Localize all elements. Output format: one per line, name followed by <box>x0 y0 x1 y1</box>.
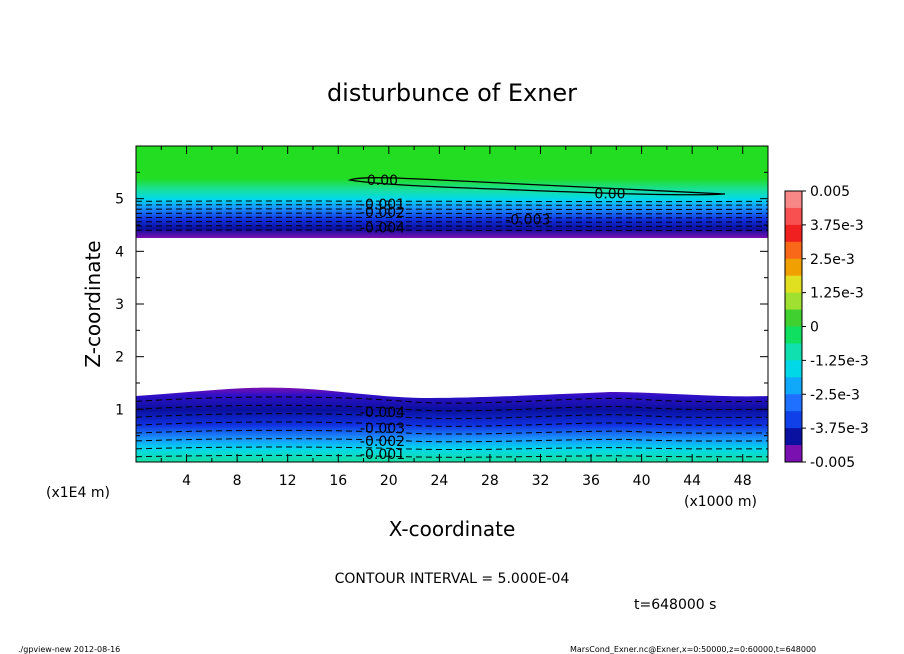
contour-interval: CONTOUR INTERVAL = 5.000E-04 <box>335 571 570 587</box>
x-unit-label: (x1000 m) <box>684 494 757 510</box>
contour-labels: 0.000.00-0.001-0.002 -0.003-0.004-0.004-0… <box>360 173 626 463</box>
x-tick-label: 12 <box>279 473 297 489</box>
colorbar-swatch <box>785 326 802 344</box>
colorbar-tick-label: -2.5e-3 <box>810 387 860 403</box>
dashed-contours <box>136 200 768 458</box>
dashed-contour <box>136 200 768 203</box>
contour-label: -0.002 <box>360 434 405 450</box>
colorbar-tick-label: 3.75e-3 <box>810 218 864 234</box>
colorbar-swatch <box>785 360 802 378</box>
x-tick-label: 48 <box>734 473 752 489</box>
colorbar-swatch <box>785 428 802 446</box>
dashed-contour <box>136 229 768 232</box>
colorbar-tick-label: 0 <box>810 320 819 336</box>
contour-label: 0.00 <box>367 173 398 189</box>
y-axis: 1 2 3 4 5 <box>115 145 768 463</box>
colorbar: 0.005 3.75e-3 2.5e-3 1.25e-3 0 -1.25e-3 -2.5e-… <box>784 184 869 471</box>
upper-layer-fill <box>136 146 768 238</box>
x-tick-label: 40 <box>633 473 651 489</box>
colorbar-tick-label: -3.75e-3 <box>810 421 869 437</box>
dashed-contour <box>136 208 768 210</box>
colorbar-swatch <box>785 224 802 243</box>
contour-label: -0.001 <box>360 447 405 463</box>
x-tick-label: 4 <box>182 473 191 489</box>
contour-label: -0.002 <box>360 205 405 221</box>
x-tick-label: 32 <box>532 473 550 489</box>
colorbar-swatch <box>785 207 802 226</box>
colorbar-tick-label: 1.25e-3 <box>810 286 864 302</box>
dashed-contour <box>136 404 768 412</box>
plot-fill: 0.000.00-0.001-0.002 -0.003-0.004-0.004-0… <box>136 146 768 463</box>
x-tick-label: 44 <box>683 473 701 489</box>
dashed-contour <box>136 221 768 223</box>
dashed-contour <box>136 413 768 420</box>
dashed-contour <box>136 396 768 404</box>
colorbar-swatch <box>785 411 802 429</box>
y-tick-label: 4 <box>115 244 124 260</box>
dashed-contour <box>136 438 768 443</box>
dashed-contour <box>136 429 768 435</box>
y-unit-label: (x1E4 m) <box>46 485 110 501</box>
colorbar-swatch <box>785 275 802 294</box>
chart-title: disturbunce of Exner <box>327 79 577 107</box>
x-tick-label: 24 <box>430 473 448 489</box>
colorbar-swatch <box>785 258 802 277</box>
colorbar-swatch <box>785 445 802 463</box>
contour-label: -0.003 <box>360 421 405 437</box>
x-tick-label: 28 <box>481 473 499 489</box>
contour-label: -0.004 <box>360 405 405 421</box>
footer-right: MarsCond_Exner.nc@Exner,x=0:50000,z=0:60… <box>570 645 816 654</box>
colorbar-tick-label: 2.5e-3 <box>810 252 855 268</box>
contour-label: 0.00 <box>594 186 625 202</box>
dashed-contour <box>136 446 768 451</box>
contour-label: -0.001 <box>360 197 405 213</box>
dashed-contour <box>136 421 768 427</box>
time-label: t=648000 s <box>634 597 716 613</box>
contour-label: -0.004 <box>360 221 405 237</box>
colorbar-tick-label: -0.005 <box>810 455 855 471</box>
zero-contour-line <box>347 177 726 196</box>
y-tick-label: 3 <box>115 297 124 313</box>
dashed-contour <box>136 216 768 219</box>
x-tick-label: 8 <box>233 473 242 489</box>
x-tick-label: 16 <box>329 473 347 489</box>
y-tick-label: 5 <box>115 192 124 208</box>
x-axis-label: X-coordinate <box>389 517 516 541</box>
colorbar-swatch <box>785 394 802 412</box>
lower-layer-fill <box>136 387 768 462</box>
colorbar-swatch <box>785 292 802 311</box>
colorbar-tick-label: -1.25e-3 <box>810 353 869 369</box>
zero-contour <box>347 177 726 196</box>
x-tick-label: 20 <box>380 473 398 489</box>
x-axis: 4 8 12 16 20 24 28 32 36 40 44 48 <box>135 146 769 489</box>
dashed-contour <box>136 225 768 227</box>
colorbar-swatch <box>785 343 802 361</box>
y-axis-label: Z-coordinate <box>81 240 105 367</box>
x-tick-label: 36 <box>582 473 600 489</box>
contour-label: -0.003 <box>505 213 550 229</box>
dashed-contour <box>136 212 768 215</box>
colorbar-swatch <box>785 191 802 209</box>
footer-left: ./gpview-new 2012-08-16 <box>18 645 120 654</box>
y-tick-label: 1 <box>115 402 124 418</box>
colorbar-swatch <box>785 241 802 260</box>
colorbar-swatch <box>785 377 802 395</box>
dashed-contour <box>136 454 768 458</box>
colorbar-tick-label: 0.005 <box>810 184 850 200</box>
dashed-contour <box>136 204 768 206</box>
colorbar-swatch <box>785 309 802 327</box>
y-tick-label: 2 <box>115 350 124 366</box>
